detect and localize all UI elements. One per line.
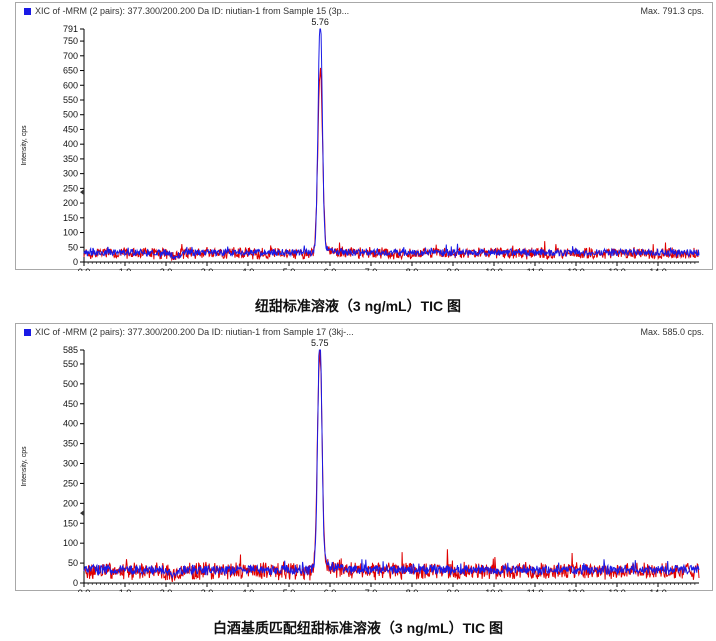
y-tick-label: 150 [63,518,78,528]
x-tick-label: 3.0 [201,588,214,592]
y-tick-label: 300 [63,169,78,179]
y-tick-label: 50 [68,558,78,568]
y-tick-label: 500 [63,110,78,120]
x-tick-label: 4.0 [242,267,255,271]
y-tick-label: 400 [63,139,78,149]
max-intensity-label: Max. 791.3 cps. [640,6,704,16]
y-tick-label: 50 [68,242,78,252]
y-tick-label: 0 [73,578,78,588]
axis-marker-icon [80,189,84,196]
x-tick-label: 2.0 [160,588,173,592]
series-trace-red [83,67,700,262]
x-tick-label: 9.0 [447,588,460,592]
x-tick-label: 7.0 [365,267,378,271]
axes: 0 50 100 150 200 250 300 350 400 450 500 550 600 650 7… [21,24,699,271]
y-tick-label: 550 [63,359,78,369]
x-tick-label: 13.0 [608,267,626,271]
x-tick-label: 11.0 [527,267,544,271]
y-tick-label: 250 [63,478,78,488]
x-tick-label: 14.0 [649,588,667,592]
max-intensity-label: Max. 585.0 cps. [640,327,704,337]
panel-header-text: XIC of -MRM (2 pairs): 377.300/200.200 D… [35,6,350,16]
x-tick-label: 4.0 [242,588,255,592]
x-tick-label: 1.0 [119,588,132,592]
series-trace-blue [83,349,700,580]
y-tick-label: 250 [63,183,78,193]
x-tick-label: 0.0 [78,588,91,592]
y-tick-label: 150 [63,213,78,223]
y-tick-label: 350 [63,154,78,164]
x-tick-label: 2.0 [160,267,173,271]
y-tick-label: 550 [63,95,78,105]
y-tick-label: 100 [63,538,78,548]
x-tick-label: 9.0 [447,267,460,271]
x-tick-label: 12.0 [567,267,585,271]
y-tick-label: 350 [63,439,78,449]
y-tick-label: 650 [63,66,78,76]
axis-marker-icon [80,510,84,517]
y-tick-label: 791 [63,24,78,34]
series-color-square-icon [24,8,31,15]
x-tick-label: 8.0 [406,588,419,592]
x-tick-label: 5.0 [283,267,296,271]
y-tick-label: 600 [63,80,78,90]
x-tick-label: 11.0 [527,588,544,592]
y-tick-label: 700 [63,51,78,61]
x-tick-label: 3.0 [201,267,214,271]
peak-label: 5.76 [311,17,329,27]
y-tick-label: 500 [63,379,78,389]
panel-header: XIC of -MRM (2 pairs): 377.300/200.200 D… [24,5,349,17]
axes: 0 50 100 150 200 250 300 350 400 450 500 550 585 0.0 1… [21,345,699,592]
y-tick-label: 585 [63,345,78,355]
chromatogram-plot: 0 50 100 150 200 250 300 350 400 450 500 550 585 0.0 1… [21,338,700,592]
x-tick-label: 12.0 [567,588,585,592]
x-tick-label: 6.0 [324,267,337,271]
panel-header: XIC of -MRM (2 pairs): 377.300/200.200 D… [24,326,354,338]
y-axis-label: Intensity, cps [21,446,28,487]
x-tick-label: 8.0 [406,267,419,271]
y-tick-label: 0 [73,257,78,267]
x-tick-label: 14.0 [649,267,667,271]
series-trace-blue [83,28,700,260]
x-tick-label: 13.0 [608,588,626,592]
peak-label: 5.75 [311,338,329,348]
x-tick-label: 10.0 [485,267,503,271]
chromatogram-panel-1: XIC of -MRM (2 pairs): 377.300/200.200 D… [15,2,713,271]
x-tick-label: 7.0 [365,588,378,592]
panel-header-text: XIC of -MRM (2 pairs): 377.300/200.200 D… [35,327,354,337]
chromatogram-plot: 0 50 100 150 200 250 300 350 400 450 500 550 600 650 7… [21,17,700,271]
y-tick-label: 200 [63,198,78,208]
figure-caption: 白酒基质匹配纽甜标准溶液（3 ng/mL）TIC 图 [212,620,504,636]
y-tick-label: 450 [63,124,78,134]
y-tick-label: 100 [63,228,78,238]
x-tick-label: 6.0 [324,588,337,592]
y-tick-label: 300 [63,459,78,469]
figure-caption: 纽甜标准溶液（3 ng/mL）TIC 图 [254,298,462,314]
series-color-square-icon [24,329,31,336]
y-tick-label: 200 [63,498,78,508]
x-tick-label: 5.0 [283,588,296,592]
chromatogram-panel-2: XIC of -MRM (2 pairs): 377.300/200.200 D… [15,323,713,592]
y-tick-label: 450 [63,399,78,409]
y-tick-label: 750 [63,36,78,46]
y-tick-label: 400 [63,419,78,429]
x-tick-label: 10.0 [485,588,503,592]
y-axis-label: Intensity, cps [21,125,28,166]
series-trace-red [83,350,700,582]
x-tick-label: 0.0 [78,267,91,271]
x-tick-label: 1.0 [119,267,132,271]
